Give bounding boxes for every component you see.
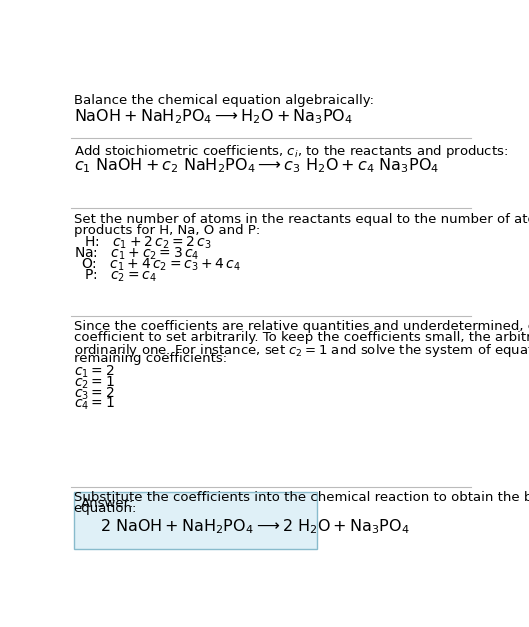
Text: Since the coefficients are relative quantities and underdetermined, choose a: Since the coefficients are relative quan… bbox=[74, 320, 529, 333]
Text: Na:   $c_1 + c_2 = 3\,c_4$: Na: $c_1 + c_2 = 3\,c_4$ bbox=[74, 246, 199, 262]
Text: $c_1\ \mathsf{NaOH} + c_2\ \mathsf{NaH_2PO_4} \longrightarrow c_3\ \mathsf{H_2O}: $c_1\ \mathsf{NaOH} + c_2\ \mathsf{NaH_2… bbox=[74, 156, 439, 175]
Text: products for H, Na, O and P:: products for H, Na, O and P: bbox=[74, 224, 260, 237]
Text: Set the number of atoms in the reactants equal to the number of atoms in the: Set the number of atoms in the reactants… bbox=[74, 213, 529, 226]
Text: $c_4 = 1$: $c_4 = 1$ bbox=[74, 396, 114, 412]
Text: $\mathsf{NaOH + NaH_2PO_4 \longrightarrow H_2O + Na_3PO_4}$: $\mathsf{NaOH + NaH_2PO_4 \longrightarro… bbox=[74, 107, 353, 126]
Text: $2\ \mathsf{NaOH} + \mathsf{NaH_2PO_4} \longrightarrow 2\ \mathsf{H_2O} + \maths: $2\ \mathsf{NaOH} + \mathsf{NaH_2PO_4} \… bbox=[100, 517, 410, 535]
Text: equation:: equation: bbox=[74, 502, 137, 515]
FancyBboxPatch shape bbox=[74, 492, 317, 549]
Text: H:   $c_1 + 2\,c_2 = 2\,c_3$: H: $c_1 + 2\,c_2 = 2\,c_3$ bbox=[84, 235, 212, 251]
Text: ordinarily one. For instance, set $c_2 = 1$ and solve the system of equations fo: ordinarily one. For instance, set $c_2 =… bbox=[74, 342, 529, 359]
Text: P:   $c_2 = c_4$: P: $c_2 = c_4$ bbox=[84, 268, 157, 284]
Text: O:   $c_1 + 4\,c_2 = c_3 + 4\,c_4$: O: $c_1 + 4\,c_2 = c_3 + 4\,c_4$ bbox=[81, 257, 241, 273]
Text: Add stoichiometric coefficients, $c_i$, to the reactants and products:: Add stoichiometric coefficients, $c_i$, … bbox=[74, 143, 508, 160]
Text: Substitute the coefficients into the chemical reaction to obtain the balanced: Substitute the coefficients into the che… bbox=[74, 491, 529, 504]
Text: coefficient to set arbitrarily. To keep the coefficients small, the arbitrary va: coefficient to set arbitrarily. To keep … bbox=[74, 330, 529, 344]
Text: Balance the chemical equation algebraically:: Balance the chemical equation algebraica… bbox=[74, 93, 373, 107]
Text: $c_3 = 2$: $c_3 = 2$ bbox=[74, 385, 114, 401]
Text: Answer:: Answer: bbox=[81, 497, 134, 510]
Text: $c_1 = 2$: $c_1 = 2$ bbox=[74, 364, 114, 381]
Text: $c_2 = 1$: $c_2 = 1$ bbox=[74, 374, 114, 391]
Text: remaining coefficients:: remaining coefficients: bbox=[74, 352, 226, 366]
